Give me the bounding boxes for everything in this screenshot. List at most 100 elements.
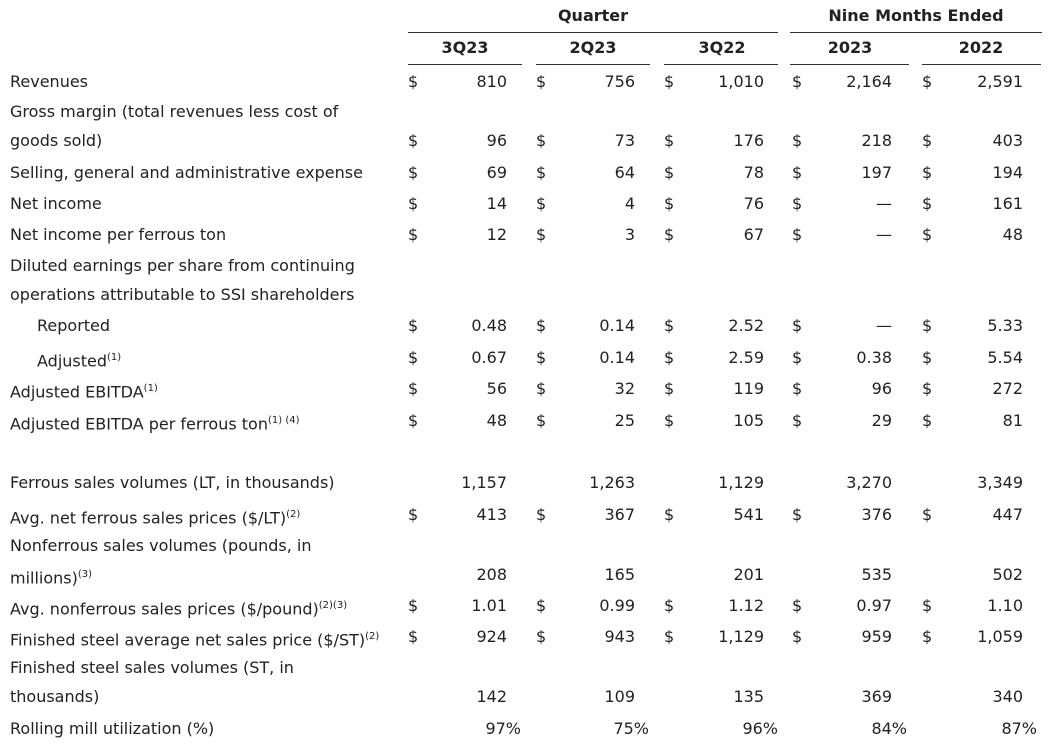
cell-value: 0.14 (599, 316, 635, 335)
row-label-text: millions) (10, 568, 78, 588)
cell-value: 2.59 (728, 348, 764, 367)
cell-value: 376 (861, 505, 892, 524)
currency-symbol: $ (536, 596, 547, 615)
footnote-marker: (1) (143, 383, 158, 394)
cell-value: 1,010 (718, 72, 764, 91)
currency-symbol: $ (922, 411, 933, 430)
cell-value: 67 (743, 225, 764, 244)
cell-value: 0.99 (599, 596, 635, 615)
currency-symbol: $ (664, 163, 675, 182)
currency-symbol: $ (536, 411, 547, 430)
column-header: 2023 (827, 38, 873, 57)
cell-value: 535 (861, 565, 892, 584)
currency-symbol: $ (792, 163, 803, 182)
currency-symbol: $ (922, 131, 933, 150)
row-label-text: Nonferrous sales volumes (pounds, in (10, 536, 312, 555)
cell-value: 97% (485, 719, 521, 738)
currency-symbol: $ (792, 627, 803, 646)
currency-symbol: $ (664, 505, 675, 524)
cell-value: 29 (871, 411, 892, 430)
cell-value: — (876, 194, 892, 213)
currency-symbol: $ (922, 316, 933, 335)
cell-value: 810 (476, 72, 507, 91)
cell-value: — (876, 316, 892, 335)
currency-symbol: $ (792, 131, 803, 150)
header-quarter: Quarter (557, 6, 629, 25)
column-rule (408, 64, 522, 65)
currency-symbol: $ (922, 348, 933, 367)
currency-symbol: $ (922, 596, 933, 615)
cell-value: 4 (624, 194, 635, 213)
cell-value: 756 (604, 72, 635, 91)
cell-value: 5.54 (987, 348, 1023, 367)
currency-symbol: $ (922, 505, 933, 524)
row-label: Avg. nonferrous sales prices ($/pound)(2… (10, 591, 347, 623)
row-label: Reported (37, 311, 110, 340)
cell-value: 96 (486, 131, 507, 150)
cell-value: 142 (476, 687, 507, 706)
currency-symbol: $ (536, 379, 547, 398)
row-label-text: Adjusted (37, 351, 108, 371)
cell-value: 3 (624, 225, 635, 244)
currency-symbol: $ (408, 596, 419, 615)
currency-symbol: $ (536, 316, 547, 335)
currency-symbol: $ (792, 194, 803, 213)
row-label: Selling, general and administrative expe… (10, 158, 363, 187)
cell-value: 5.33 (987, 316, 1023, 335)
footnote-marker: (1) (4) (267, 415, 300, 426)
row-label-text: Adjusted EBITDA per ferrous ton (10, 414, 268, 434)
row-label: Revenues (10, 67, 88, 96)
currency-symbol: $ (792, 225, 803, 244)
row-label: Rolling mill utilization (%) (10, 714, 214, 743)
column-rule (922, 64, 1041, 65)
cell-value: 1,263 (589, 473, 635, 492)
cell-value: 161 (992, 194, 1023, 213)
currency-symbol: $ (792, 411, 803, 430)
cell-value: 87% (1001, 719, 1037, 738)
cell-value: 0.48 (471, 316, 507, 335)
currency-symbol: $ (536, 627, 547, 646)
cell-value: 959 (861, 627, 892, 646)
row-label: Nonferrous sales volumes (pounds, in (10, 531, 312, 560)
cell-value: 447 (992, 505, 1023, 524)
row-label: Finished steel sales volumes (ST, in (10, 653, 294, 682)
cell-value: 0.97 (856, 596, 892, 615)
column-header: 3Q23 (441, 38, 489, 57)
currency-symbol: $ (922, 194, 933, 213)
footnote-marker: (3) (77, 569, 93, 580)
currency-symbol: $ (664, 411, 675, 430)
nine-months-rule (790, 32, 1042, 33)
cell-value: 194 (992, 163, 1023, 182)
cell-value: 14 (486, 194, 507, 213)
column-rule (536, 64, 650, 65)
currency-symbol: $ (664, 72, 675, 91)
cell-value: 0.67 (471, 348, 507, 367)
row-label-text: operations attributable to SSI sharehold… (10, 285, 355, 304)
cell-value: 48 (486, 411, 507, 430)
cell-value: 75% (613, 719, 649, 738)
currency-symbol: $ (922, 72, 933, 91)
row-label: Diluted earnings per share from continui… (10, 251, 355, 280)
cell-value: — (876, 225, 892, 244)
cell-value: 197 (861, 163, 892, 182)
cell-value: 176 (733, 131, 764, 150)
cell-value: 1.10 (987, 596, 1023, 615)
cell-value: 12 (486, 225, 507, 244)
cell-value: 1.12 (728, 596, 764, 615)
cell-value: 367 (604, 505, 635, 524)
cell-value: 201 (733, 565, 764, 584)
currency-symbol: $ (408, 348, 419, 367)
row-label: Ferrous sales volumes (LT, in thousands) (10, 468, 335, 497)
cell-value: 32 (614, 379, 635, 398)
cell-value: 119 (733, 379, 764, 398)
cell-value: 1,059 (977, 627, 1023, 646)
currency-symbol: $ (792, 505, 803, 524)
row-label-text: Finished steel average net sales price (… (10, 630, 366, 650)
cell-value: 48 (1002, 225, 1023, 244)
currency-symbol: $ (408, 225, 419, 244)
row-label-text: Selling, general and administrative expe… (10, 163, 363, 182)
row-label-text: Ferrous sales volumes (LT, in thousands) (10, 473, 335, 492)
cell-value: 2,164 (846, 72, 892, 91)
currency-symbol: $ (792, 379, 803, 398)
cell-value: 76 (743, 194, 764, 213)
